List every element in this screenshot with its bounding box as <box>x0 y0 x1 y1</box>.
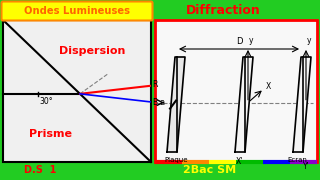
Polygon shape <box>293 57 311 152</box>
Polygon shape <box>167 57 185 152</box>
Text: Prisme: Prisme <box>29 129 72 139</box>
Text: Dispersion: Dispersion <box>59 46 125 56</box>
Text: a: a <box>160 98 165 107</box>
Text: Ecran: Ecran <box>287 157 307 163</box>
Text: Diffraction: Diffraction <box>186 4 260 17</box>
Text: Ondes Lumineuses: Ondes Lumineuses <box>24 6 130 16</box>
Text: y: y <box>249 36 253 45</box>
Text: D: D <box>236 37 242 46</box>
Text: 2Bac SM: 2Bac SM <box>183 165 236 175</box>
Polygon shape <box>235 57 253 152</box>
Bar <box>3 20 151 162</box>
Text: 30°: 30° <box>39 97 53 106</box>
Text: B: B <box>152 98 157 107</box>
Bar <box>155 20 317 162</box>
Text: y: y <box>307 36 311 45</box>
Text: R: R <box>152 80 157 89</box>
Text: Plaque: Plaque <box>164 157 188 163</box>
Text: X: X <box>266 82 271 91</box>
Text: Y': Y' <box>303 162 309 171</box>
FancyBboxPatch shape <box>2 1 153 21</box>
Text: X': X' <box>235 157 243 166</box>
Text: D.S  1: D.S 1 <box>24 165 56 175</box>
